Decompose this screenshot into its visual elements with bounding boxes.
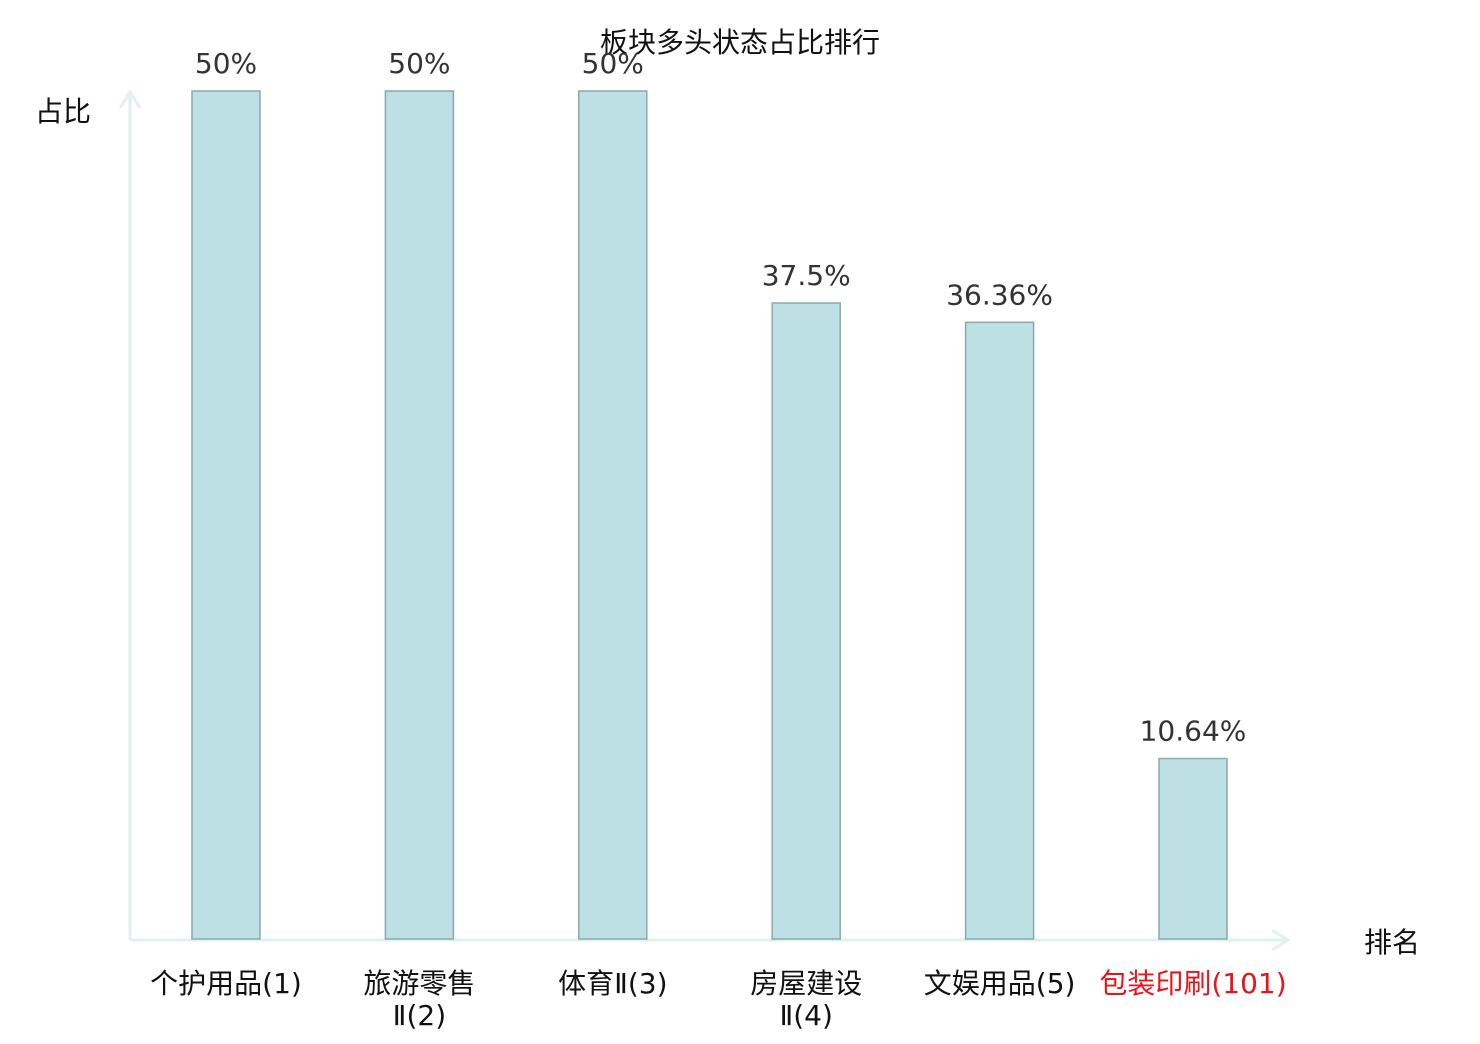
category-label: 旅游零售 (363, 967, 475, 1000)
value-label: 50% (195, 47, 257, 80)
value-label: 37.5% (762, 259, 851, 292)
category-rank: (3) (628, 967, 668, 1000)
category-rank: (1) (262, 967, 302, 1000)
category-label: 文娱用品(5) (924, 967, 1076, 1000)
bar (578, 90, 648, 940)
value-label: 36.36% (946, 278, 1053, 311)
y-axis (118, 89, 142, 940)
value-label: 10.64% (1140, 715, 1247, 748)
bar (384, 90, 455, 940)
category-label: 体育Ⅱ(3) (558, 967, 667, 1000)
x-axis-label: 排名 (1364, 926, 1420, 959)
category-rank: Ⅱ(2) (393, 999, 446, 1032)
value-label: 50% (388, 47, 450, 80)
category-label: 房屋建设 (750, 967, 862, 1000)
category-name: 体育Ⅱ (558, 967, 628, 1000)
category-name: 个护用品 (150, 967, 262, 1000)
category-rank: Ⅱ(4) (779, 999, 832, 1032)
category-rank: (101) (1211, 967, 1286, 1000)
category-label: 个护用品(1) (150, 967, 302, 1000)
bar (1158, 757, 1228, 940)
x-axis (130, 928, 1291, 952)
value-label: 50% (582, 47, 644, 80)
category-rank: (5) (1036, 967, 1076, 1000)
category-name: 包装印刷 (1099, 967, 1211, 1000)
bar (191, 90, 261, 940)
category-label: 包装印刷(101) (1099, 967, 1286, 1000)
bar (771, 302, 841, 940)
bar (964, 321, 1035, 940)
category-name: 文娱用品 (924, 967, 1036, 1000)
y-axis-label: 占比 (35, 95, 91, 128)
chart-title: 板块多头状态占比排行 (600, 26, 880, 59)
